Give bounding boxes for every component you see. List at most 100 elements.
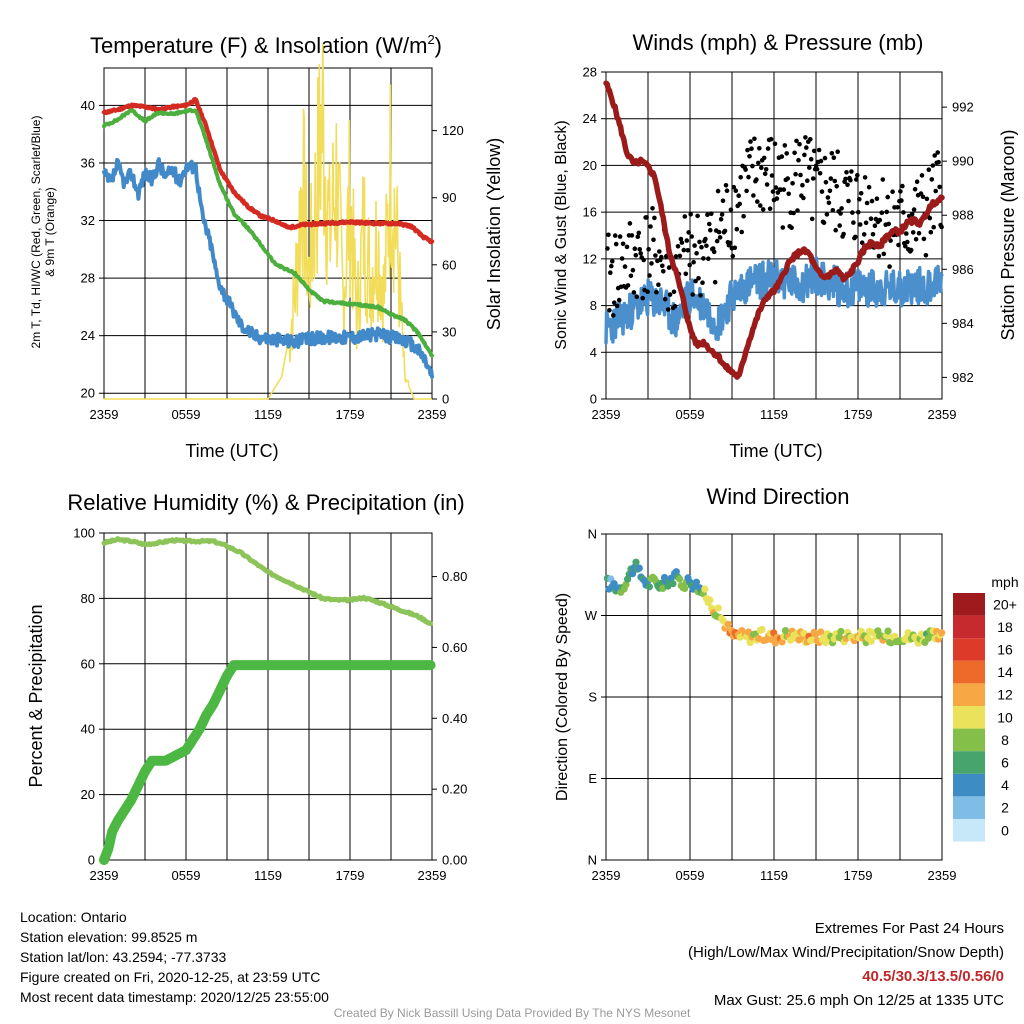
gust-point	[640, 295, 645, 301]
gust-point	[819, 189, 825, 194]
gust-point	[835, 149, 840, 154]
gust-point	[757, 146, 762, 151]
gust-point	[720, 198, 726, 204]
gust-point	[632, 246, 638, 251]
gust-point	[748, 139, 753, 144]
gust-point	[711, 249, 717, 255]
gust-point	[885, 194, 890, 200]
gust-point	[935, 150, 940, 155]
gust-point	[803, 135, 808, 140]
legend-swatch	[953, 615, 985, 639]
gust-point	[837, 223, 842, 228]
gust-point	[662, 296, 668, 302]
gust-point	[763, 167, 769, 172]
gust-point	[675, 244, 681, 249]
wind-y2label: Station Pressure (Maroon)	[998, 129, 1018, 340]
gust-point	[864, 200, 870, 206]
y-tick-label: E	[588, 771, 597, 786]
gust-point	[656, 282, 661, 288]
gust-point	[635, 234, 641, 239]
y-tick-label: 24	[81, 328, 95, 343]
legend-label: 12	[997, 687, 1013, 703]
gust-point	[895, 205, 900, 210]
y2-tick-label: 30	[442, 324, 456, 339]
gust-point	[846, 198, 851, 204]
gust-point	[930, 163, 936, 168]
direction-point	[724, 620, 733, 628]
plot-border	[605, 533, 943, 861]
wind-title: Winds (mph) & Pressure (mb)	[633, 30, 924, 55]
y-tick-label: 80	[81, 591, 95, 606]
gust-point	[724, 188, 730, 193]
gust-point	[790, 181, 795, 186]
gust-point	[808, 156, 814, 162]
gust-point	[648, 224, 653, 229]
gust-point	[785, 176, 790, 181]
direction-point	[778, 638, 786, 646]
gust-point	[671, 289, 677, 295]
legend-label: 8	[1001, 732, 1009, 748]
gust-point	[862, 175, 868, 180]
gust-point	[693, 278, 698, 284]
gust-point	[814, 166, 820, 172]
gust-point	[739, 229, 744, 235]
gust-point	[809, 216, 815, 222]
direction-point	[817, 628, 825, 636]
gust-point	[912, 186, 918, 192]
gust-point	[722, 228, 728, 234]
x-tick-label: 2359	[592, 407, 621, 422]
gust-point	[611, 313, 616, 318]
gust-point	[791, 210, 796, 216]
gust-point	[613, 241, 619, 247]
gust-point	[620, 241, 626, 247]
gust-point	[796, 157, 801, 163]
y-tick-label: 36	[81, 155, 95, 170]
gust-point	[673, 254, 679, 259]
series-blue-line	[102, 157, 434, 379]
extremes-subtitle: (High/Low/Max Wind/Precipitation/Snow De…	[688, 944, 1004, 961]
gust-point	[880, 177, 886, 182]
gust-point	[926, 167, 932, 172]
gust-point	[797, 141, 802, 147]
legend-swatch	[953, 728, 985, 752]
direction-ylabel: Direction (Colored By Speed)	[554, 593, 571, 801]
gust-point	[781, 187, 787, 192]
gust-point	[807, 165, 812, 170]
gust-point	[717, 235, 723, 240]
gust-point	[855, 172, 860, 178]
gust-point	[824, 212, 830, 217]
extremes-block: Extremes For Past 24 Hours (High/Low/Max…	[688, 917, 1004, 1013]
gust-point	[920, 194, 926, 200]
legend-swatch	[953, 796, 985, 819]
temperature-panel: Temperature (F) & Insolation (W/m2) Time…	[29, 32, 504, 461]
x-tick-label: 2359	[90, 407, 119, 422]
gust-point	[697, 239, 702, 245]
gust-point	[652, 215, 657, 221]
gust-point	[910, 230, 916, 235]
gust-point	[760, 207, 766, 212]
y2-tick-label: 982	[952, 370, 974, 385]
gust-point	[786, 191, 791, 197]
series-yellow-line	[103, 43, 433, 400]
gust-point	[769, 173, 775, 178]
gust-point	[759, 165, 764, 171]
gust-point	[667, 292, 673, 297]
gust-point	[738, 175, 743, 180]
y2-tick-label: 0.80	[442, 569, 467, 584]
gust-point	[690, 292, 695, 297]
series-blue-line	[604, 256, 944, 345]
gust-point	[901, 210, 906, 215]
gust-point	[646, 247, 651, 252]
gust-point	[701, 256, 706, 261]
gust-point	[698, 293, 703, 298]
gust-point	[608, 270, 613, 276]
gust-point	[770, 189, 776, 194]
gust-point	[914, 179, 920, 184]
gust-point	[692, 243, 697, 248]
gust-point	[624, 244, 630, 250]
gust-point	[622, 264, 628, 269]
x-tick-label: 1759	[336, 868, 365, 883]
gust-point	[699, 244, 704, 250]
x-tick-label: 0559	[172, 868, 201, 883]
